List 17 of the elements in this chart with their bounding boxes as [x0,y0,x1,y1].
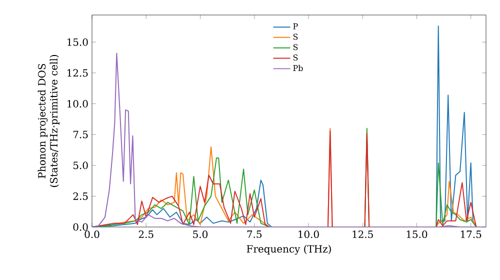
y-tick-label: 2.5 [73,192,88,200]
x-tick-label: 2.5 [138,230,154,238]
x-tick-label: 7.5 [247,230,262,238]
x-tick-label: 12.5 [352,230,373,238]
y-axis-title: Phonon projected DOS (States/THz·primitive cell) [38,55,60,187]
y-tick-label: 0.0 [73,223,88,231]
y-tick-label: 7.5 [73,130,88,138]
y-tick-label: 5.0 [73,162,88,170]
x-tick-label: 10.0 [298,230,319,238]
x-tick-label: 5.0 [193,230,208,238]
y-tick-label: 12.5 [68,69,88,77]
x-tick-label: 15.0 [406,230,428,238]
y-tick-label: 10.0 [68,100,88,108]
x-tick-label: 0.0 [84,230,100,238]
x-axis-title: Frequency (THz) [246,244,331,255]
y-tick-label: 15.0 [68,38,88,46]
x-tick-label: 17.5 [460,230,482,238]
